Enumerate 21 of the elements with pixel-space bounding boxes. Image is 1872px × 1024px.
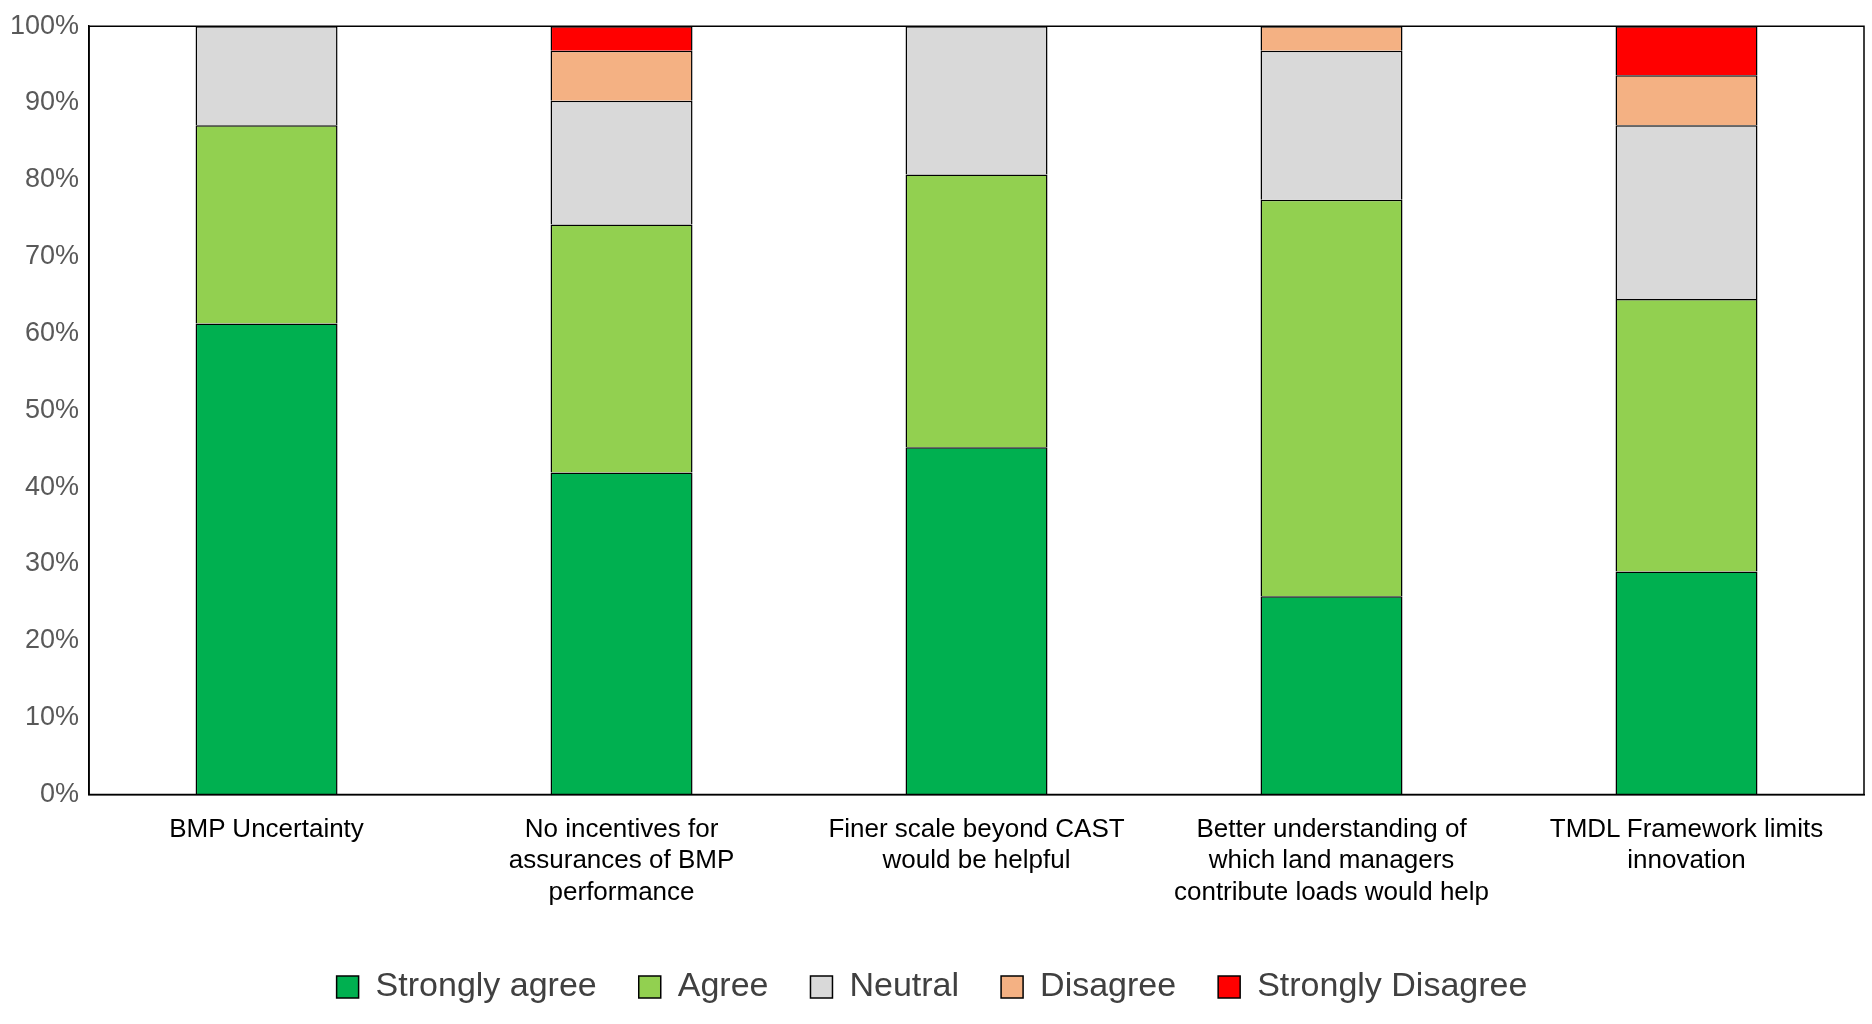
y-tick-label: 20% [25,624,80,655]
x-tick-label: No incentives for assurances of BMP performance [508,813,735,906]
y-tick-label: 80% [25,163,80,194]
legend-label: Strongly Disagree [1257,965,1528,1004]
y-tick-label: 100% [9,9,80,40]
y-tick-label: 10% [25,701,80,732]
y-tick-label: 90% [25,86,80,117]
y-tick-label: 0% [40,777,80,808]
y-tick-label: 50% [25,393,80,424]
y-tick-label: 40% [25,470,80,501]
x-tick-label: Better understanding of which land managers contribute loads would help [1173,813,1490,906]
y-tick-label: 70% [25,240,80,271]
y-tick-label: 30% [25,547,80,578]
x-tick-label: TMDL Framework limits innovation [1549,813,1824,875]
legend-label: Agree [677,965,769,1004]
legend-label: Disagree [1040,965,1177,1004]
legend-label: Strongly agree [375,965,597,1004]
x-tick-label: Finer scale beyond CAST would be helpful [828,813,1125,875]
x-tick-label: BMP Uncertainty [169,813,364,844]
y-tick-label: 60% [25,316,80,347]
legend-label: Neutral [849,965,960,1004]
